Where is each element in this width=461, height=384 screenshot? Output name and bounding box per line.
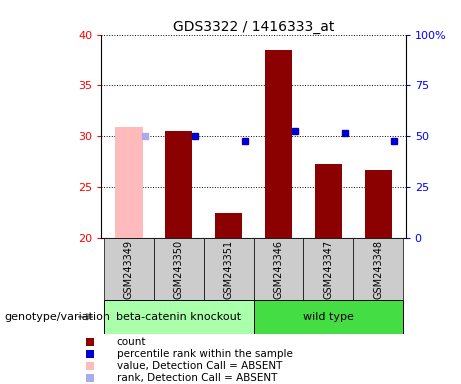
Text: percentile rank within the sample: percentile rank within the sample bbox=[117, 349, 293, 359]
Text: GSM243351: GSM243351 bbox=[224, 240, 234, 299]
Bar bbox=[104, 238, 154, 300]
Text: rank, Detection Call = ABSENT: rank, Detection Call = ABSENT bbox=[117, 373, 277, 383]
Bar bbox=[115, 127, 142, 238]
Text: GSM243350: GSM243350 bbox=[174, 240, 184, 299]
Text: GSM243348: GSM243348 bbox=[373, 240, 383, 299]
Text: GSM243349: GSM243349 bbox=[124, 240, 134, 299]
Title: GDS3322 / 1416333_at: GDS3322 / 1416333_at bbox=[173, 20, 334, 33]
Text: wild type: wild type bbox=[303, 312, 354, 322]
Bar bbox=[254, 300, 403, 334]
Text: count: count bbox=[117, 338, 146, 348]
Bar bbox=[215, 213, 242, 238]
Text: GSM243347: GSM243347 bbox=[323, 240, 333, 299]
Bar bbox=[254, 238, 303, 300]
Bar bbox=[165, 131, 192, 238]
Text: GSM243346: GSM243346 bbox=[273, 240, 284, 299]
Bar bbox=[353, 238, 403, 300]
Text: beta-catenin knockout: beta-catenin knockout bbox=[116, 312, 241, 322]
Bar bbox=[154, 238, 204, 300]
Bar bbox=[315, 164, 342, 238]
Text: genotype/variation: genotype/variation bbox=[5, 312, 111, 322]
Bar bbox=[365, 170, 392, 238]
Bar bbox=[265, 50, 292, 238]
Bar bbox=[204, 238, 254, 300]
Text: value, Detection Call = ABSENT: value, Detection Call = ABSENT bbox=[117, 361, 282, 371]
Bar bbox=[303, 238, 353, 300]
Bar bbox=[104, 300, 254, 334]
